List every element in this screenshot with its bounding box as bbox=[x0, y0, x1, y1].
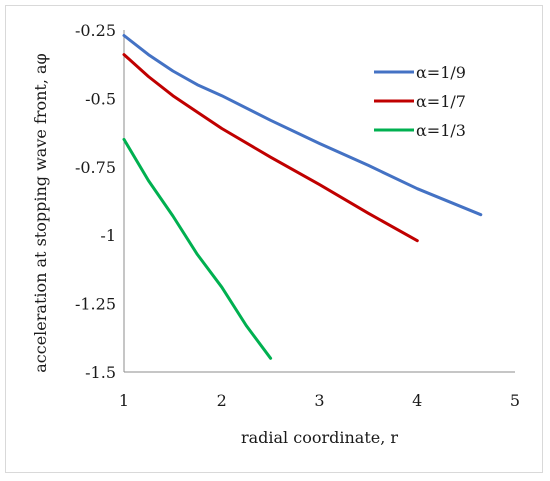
y-tick-label: -1.25 bbox=[75, 295, 116, 314]
legend-label: α=1/3 bbox=[416, 121, 466, 140]
y-tick-label: -0.5 bbox=[85, 89, 116, 108]
y-tick-label: -1.5 bbox=[85, 363, 116, 382]
legend-label: α=1/7 bbox=[416, 92, 466, 111]
legend-label: α=1/9 bbox=[416, 63, 466, 82]
series-line-2 bbox=[122, 53, 419, 243]
x-tick-label: 3 bbox=[314, 391, 324, 410]
y-tick-label: -1 bbox=[100, 226, 116, 245]
series-line-1 bbox=[122, 34, 483, 217]
y-tick-label: -0.25 bbox=[75, 21, 116, 40]
x-tick-label: 2 bbox=[217, 391, 227, 410]
y-axis-label: acceleration at stopping wave front, aφ bbox=[31, 53, 50, 373]
x-tick-label: 4 bbox=[412, 391, 422, 410]
x-axis-label: radial coordinate, r bbox=[241, 428, 398, 447]
y-tick-label: -0.75 bbox=[75, 158, 116, 177]
series-line-3 bbox=[122, 137, 273, 360]
x-tick-label: 5 bbox=[510, 391, 520, 410]
chart-frame bbox=[5, 5, 543, 473]
x-tick-label: 1 bbox=[119, 391, 129, 410]
